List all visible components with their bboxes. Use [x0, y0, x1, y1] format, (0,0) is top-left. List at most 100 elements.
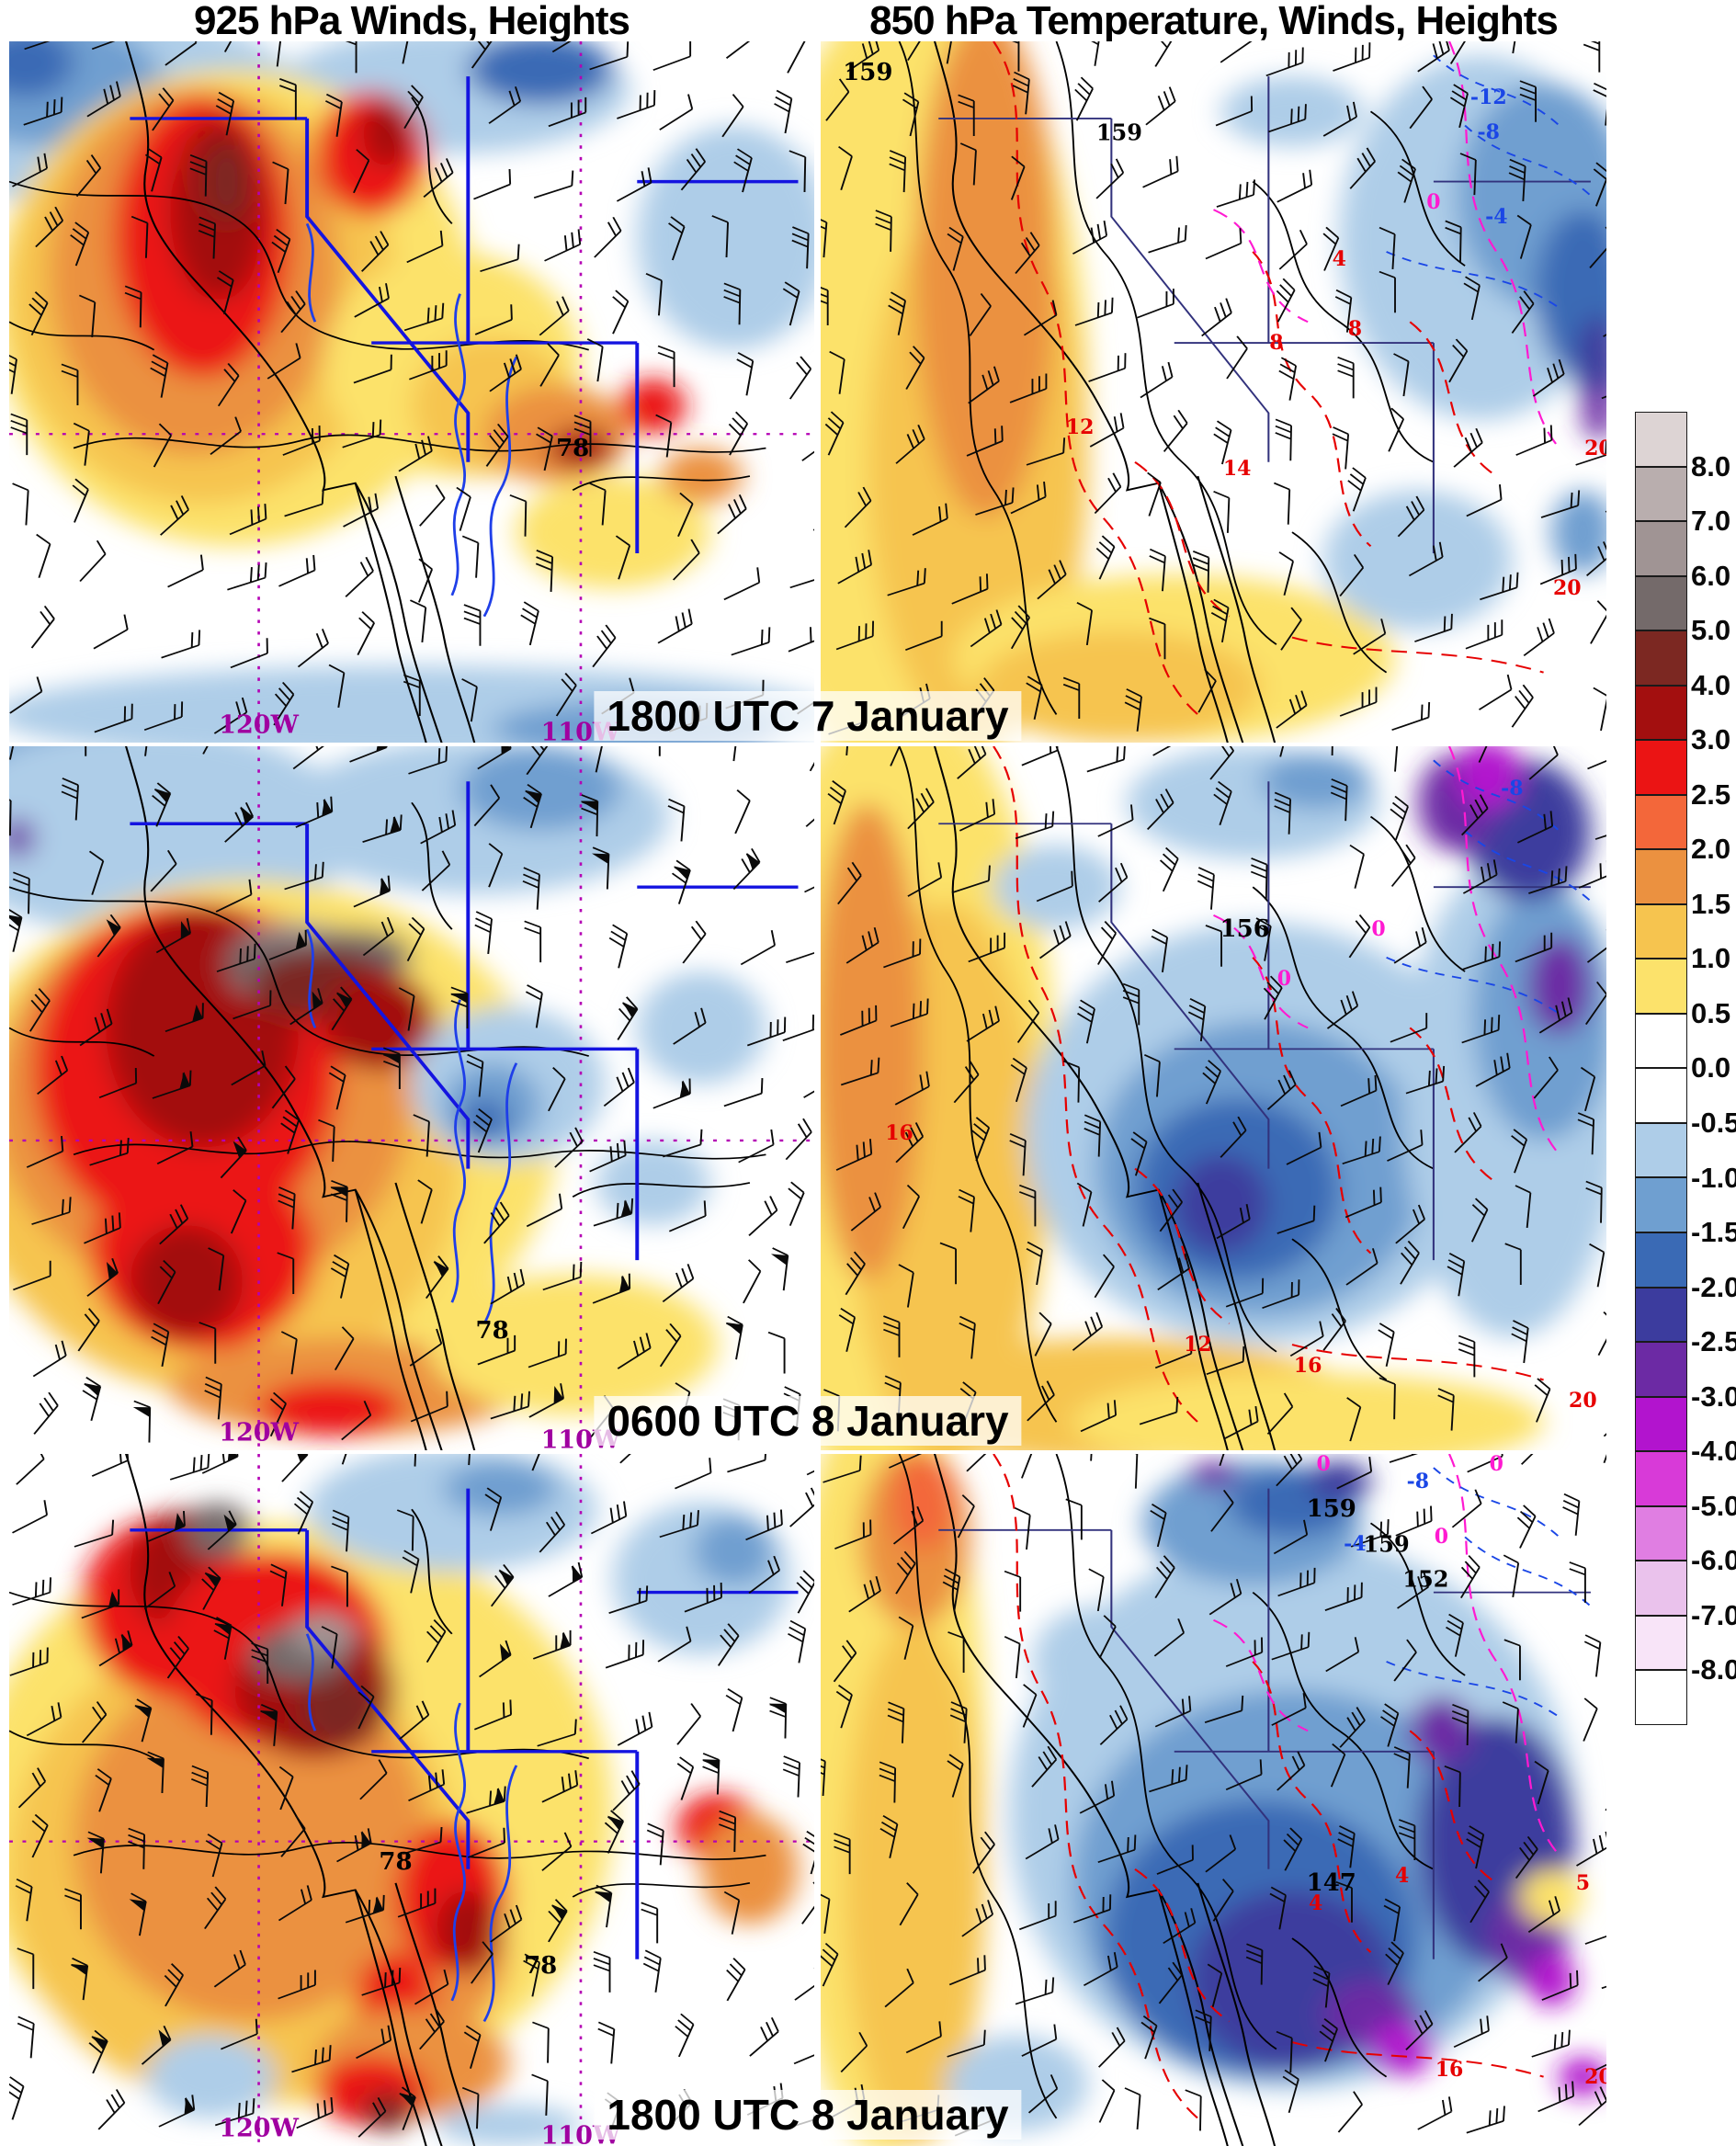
colorbar-tick-label: 0.0 [1691, 1051, 1731, 1084]
contour-label: -8 [1501, 776, 1524, 800]
contour-label: 12 [1184, 1333, 1212, 1357]
colorbar-swatch [1635, 1561, 1687, 1616]
colorbar-swatch [1635, 1451, 1687, 1506]
colorbar-swatch [1635, 1396, 1687, 1452]
contour-label: -8 [1477, 120, 1500, 145]
colorbar-tick-label: 6.0 [1691, 559, 1731, 592]
contour-label: 0 [1316, 1454, 1331, 1477]
colorbar-tick-label: -3.0 [1691, 1380, 1736, 1413]
colorbar-swatch [1635, 1177, 1687, 1232]
map-panel-850hpa-row2: 156 0 0 16 12 16 20 -8 [821, 746, 1606, 1450]
colorbar-swatch [1635, 959, 1687, 1014]
colorbar-tick-label: 7.0 [1691, 505, 1731, 538]
contour-label: 5 [1575, 1870, 1590, 1895]
colorbar-tick-label: -1.0 [1691, 1161, 1736, 1194]
contour-label: 20 [1584, 436, 1606, 460]
contour-label: 78 [379, 1848, 413, 1877]
contour-label: 156 [1220, 915, 1270, 944]
colorbar-tick-label: -8.0 [1691, 1653, 1736, 1686]
time-label-row2: 0600 UTC 8 January [594, 1396, 1022, 1446]
colorbar-swatch [1635, 1232, 1687, 1288]
contour-label: 0 [1434, 1525, 1449, 1550]
contour-label: -8 [1406, 1470, 1430, 1494]
map-panel-925hpa-row1: 78 120W 110W [9, 41, 814, 743]
colorbar-tick-label: -6.0 [1691, 1544, 1736, 1577]
colorbar-swatch [1635, 630, 1687, 686]
contour-label: 152 [1402, 1565, 1449, 1593]
map-panel-850hpa-row1: 159 159 4 8 8 12 14 20 20 -12 -8 -4 0 [821, 41, 1606, 743]
contour-label: 0 [1489, 1454, 1503, 1477]
colorbar-tick-label: -4.0 [1691, 1435, 1736, 1468]
colorbar-tick-label: 2.0 [1691, 833, 1731, 866]
colorbar-tick-label: -2.0 [1691, 1270, 1736, 1303]
map-panel-925hpa-row2: 78 120W 110W [9, 746, 814, 1450]
colorbar-tick-label: 8.0 [1691, 449, 1731, 483]
colorbar-swatch [1635, 1013, 1687, 1069]
contour-label: 159 [1363, 1530, 1410, 1558]
contour-label: 159 [843, 59, 893, 87]
contour-label: 0 [1426, 190, 1441, 215]
contour-label: 78 [556, 434, 590, 462]
contour-label: 16 [1435, 2058, 1464, 2083]
contour-label: 159 [1306, 1495, 1356, 1524]
colorbar [1635, 412, 1687, 1725]
colorbar-tick-label: 4.0 [1691, 668, 1731, 701]
colorbar-swatch [1635, 1122, 1687, 1178]
colorbar-swatch [1635, 794, 1687, 850]
meridian-label: 120W [219, 710, 299, 740]
colorbar-tick-label: 1.0 [1691, 942, 1731, 975]
colorbar-swatch [1635, 466, 1687, 522]
contour-label: 4 [1332, 246, 1346, 271]
colorbar-swatch [1635, 1068, 1687, 1123]
colorbar-swatch [1635, 903, 1687, 959]
contour-label: 159 [1095, 119, 1142, 146]
contour-label: 0 [1276, 966, 1292, 991]
colorbar-swatch [1635, 849, 1687, 904]
map-panel-850hpa-row3: 159 159 152 147 -4 -8 0 0 0 4 4 16 20 5 [821, 1454, 1606, 2146]
left-column-title: 925 hPa Winds, Heights [194, 0, 630, 43]
colorbar-swatch [1635, 685, 1687, 741]
colorbar-tick-label: 0.5 [1691, 996, 1731, 1029]
contour-label: 16 [885, 1121, 913, 1146]
colorbar-tick-label: -2.5 [1691, 1325, 1736, 1358]
contour-label: -12 [1469, 85, 1507, 110]
colorbar-tick-label: -7.0 [1691, 1598, 1736, 1631]
colorbar-swatch [1635, 521, 1687, 576]
colorbar-swatch [1635, 1287, 1687, 1343]
colorbar-tick-label: -5.0 [1691, 1489, 1736, 1522]
contour-label: 4 [1395, 1864, 1410, 1889]
map-panel-925hpa-row3: 78 78 120W 110W [9, 1454, 814, 2146]
colorbar-swatch [1635, 740, 1687, 795]
colorbar-tick-label: -0.5 [1691, 1107, 1736, 1140]
contour-label: 14 [1222, 457, 1252, 482]
colorbar-swatch [1635, 1670, 1687, 1725]
time-label-row1: 1800 UTC 7 January [594, 691, 1022, 741]
colorbar-swatch [1635, 1615, 1687, 1671]
colorbar-tick-label: 3.0 [1691, 723, 1731, 756]
colorbar-swatch [1635, 412, 1687, 467]
contour-label: 12 [1065, 414, 1095, 439]
contour-label: 16 [1293, 1354, 1322, 1379]
contour-label: 78 [524, 1952, 558, 1981]
meridian-label: 120W [219, 1418, 299, 1448]
contour-label: 8 [1269, 331, 1284, 356]
contour-label: 20 [1552, 576, 1582, 601]
colorbar-swatch [1635, 1505, 1687, 1561]
contour-label: 20 [1584, 2064, 1606, 2089]
contour-label: 20 [1569, 1389, 1597, 1414]
contour-label: 0 [1371, 917, 1386, 942]
right-column-title: 850 hPa Temperature, Winds, Heights [869, 0, 1559, 43]
colorbar-tick-label: 2.5 [1691, 778, 1731, 811]
colorbar-tick-label: -1.5 [1691, 1216, 1736, 1249]
contour-label: -4 [1485, 204, 1508, 229]
contour-label: 147 [1306, 1868, 1356, 1897]
contour-label: -4 [1344, 1531, 1367, 1556]
contour-label: 4 [1308, 1891, 1323, 1916]
meridian-label: 120W [219, 2114, 299, 2143]
colorbar-swatch [1635, 1342, 1687, 1397]
contour-label: 8 [1347, 316, 1363, 341]
colorbar-tick-label: 5.0 [1691, 614, 1731, 647]
contour-label: 78 [475, 1316, 509, 1345]
time-label-row3: 1800 UTC 8 January [594, 2090, 1022, 2140]
